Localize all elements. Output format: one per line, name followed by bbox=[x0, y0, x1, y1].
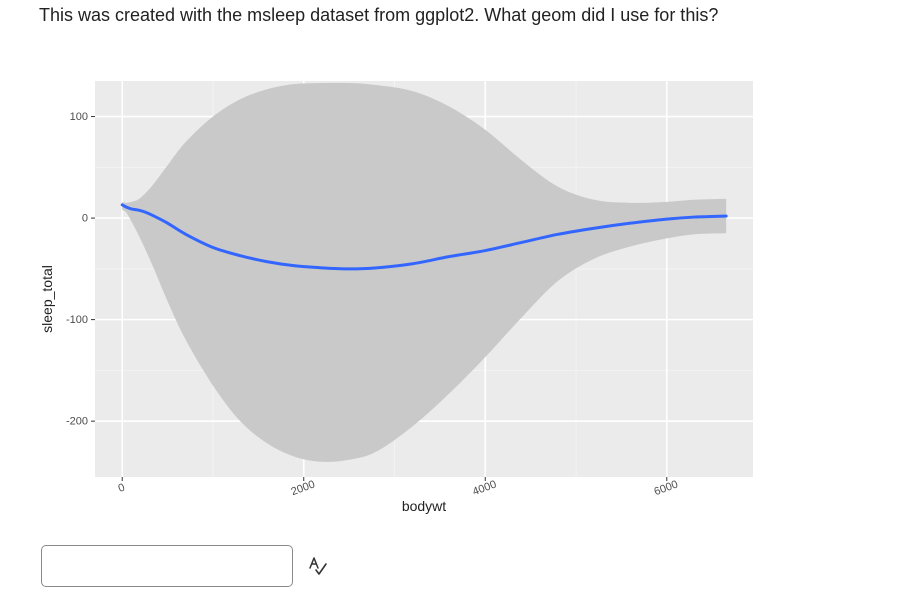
smooth-line bbox=[120, 203, 728, 271]
smooth-chart: 100 0 -100 -200 0 2000 4000 6000 bodywt sleep_tot… bbox=[39, 81, 753, 514]
x-axis-title: bodywt bbox=[402, 498, 446, 514]
y-tick-label: -200 bbox=[66, 416, 88, 428]
chart-figure: 100 0 -100 -200 0 2000 4000 6000 bodywt sleep_tot… bbox=[30, 74, 770, 524]
y-tick-label: -100 bbox=[66, 314, 88, 326]
y-tick-label: 100 bbox=[70, 111, 88, 123]
spellcheck-icon bbox=[309, 557, 327, 575]
y-tick-label: 0 bbox=[82, 213, 88, 225]
x-tick-label: 6000 bbox=[653, 478, 680, 498]
y-axis-title: sleep_total bbox=[39, 265, 55, 333]
x-tick-label: 4000 bbox=[471, 478, 498, 498]
x-tick-label: 0 bbox=[117, 482, 127, 495]
answer-input[interactable] bbox=[41, 545, 293, 587]
confidence-ribbon bbox=[122, 82, 727, 462]
x-tick-label: 2000 bbox=[290, 478, 317, 498]
question-text: This was created with the msleep dataset… bbox=[39, 5, 719, 25]
answer-row bbox=[41, 545, 329, 587]
spellcheck-button[interactable] bbox=[307, 555, 329, 577]
